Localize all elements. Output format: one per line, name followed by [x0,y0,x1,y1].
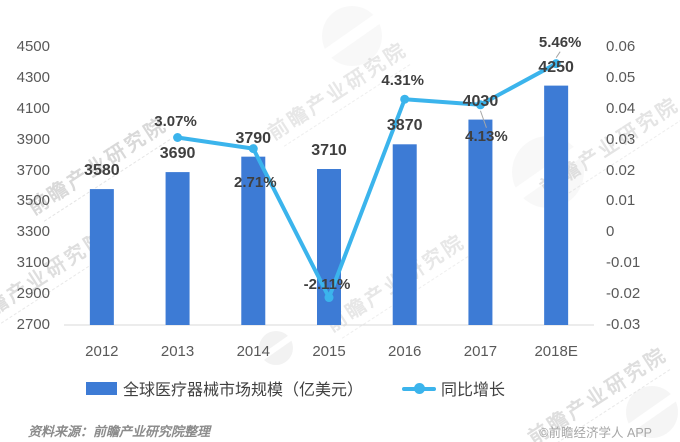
left-axis-tick: 3500 [16,192,50,210]
bar-2013 [165,172,190,325]
right-axis-tick: 0.06 [606,38,636,55]
growth-value-label: 5.46% [538,33,582,51]
bar-value-label: 3790 [235,129,272,147]
bar-value-label: 4250 [538,58,574,76]
line-point-2014 [248,144,258,154]
bar-2012 [89,189,114,325]
right-axis-tick: 0 [606,223,615,241]
bar-value-label: 3690 [159,145,196,163]
chart-legend: 全球医疗器械市场规模（亿美元） 同比增长 [86,376,505,400]
left-axis-tick: 3900 [16,130,50,148]
bar-2017 [468,119,493,325]
source-note: 资料来源：前瞻产业研究院整理 [28,424,211,439]
x-axis-label: 2018E [534,343,578,360]
right-axis-tick: -0.01 [606,254,641,272]
bar-value-label: 4030 [462,92,499,110]
bar-2016 [392,144,417,325]
bar-series-swatch [86,381,117,395]
line-point-2017 [475,100,485,110]
bar-series-legend-label: 全球医疗器械市场规模（亿美元） [123,382,364,399]
growth-value-label: 2.71% [234,173,277,191]
line-point-2016 [400,94,410,104]
bar-value-label: 3580 [84,162,120,180]
left-axis-tick: 4300 [16,68,50,86]
x-axis-label: 2014 [236,343,270,360]
right-axis-tick: 0.03 [606,130,636,148]
right-axis-tick: 0.04 [606,99,636,117]
left-axis-tick: 3100 [16,254,50,272]
growth-value-label: 4.13% [465,127,508,145]
x-axis-label: 2013 [160,343,195,360]
left-axis-tick: 3300 [16,223,50,241]
growth-value-label: 3.07% [154,112,197,130]
x-axis-label: 2017 [463,343,498,360]
right-axis-tick: 0.05 [606,68,636,86]
line-point-2015 [324,293,334,303]
x-axis-label: 2015 [312,343,346,360]
growth-value-label: 4.31% [381,72,424,90]
growth-line [175,61,559,300]
x-axis-label: 2016 [388,343,422,360]
right-axis-tick: -0.03 [606,316,641,333]
label-leader-line [479,110,487,128]
bar-2018E [544,85,569,325]
right-axis-tick: 0.02 [606,161,636,179]
bar-value-label: 3710 [311,142,347,159]
bar-value-label: 3870 [386,117,423,135]
left-axis-tick: 2900 [16,285,50,303]
line-series-legend-label: 同比增长 [441,382,506,399]
right-axis-tick: -0.02 [606,285,641,303]
right-axis-tick: 0.01 [606,192,636,210]
left-axis-tick: 2700 [16,316,50,333]
growth-value-label: -2.11% [303,275,351,293]
copyright-note: ©前瞻经济学人 APP [539,426,652,440]
bar-2014 [241,156,266,325]
left-axis-tick: 4100 [16,99,50,117]
left-axis-tick: 4500 [16,38,50,55]
left-axis-tick: 3700 [16,161,50,179]
x-axis-label: 2012 [85,343,119,360]
label-leader-line [555,51,561,58]
line-point-2013 [173,133,183,143]
line-series-marker [402,382,437,395]
line-point-2018E [551,59,561,69]
